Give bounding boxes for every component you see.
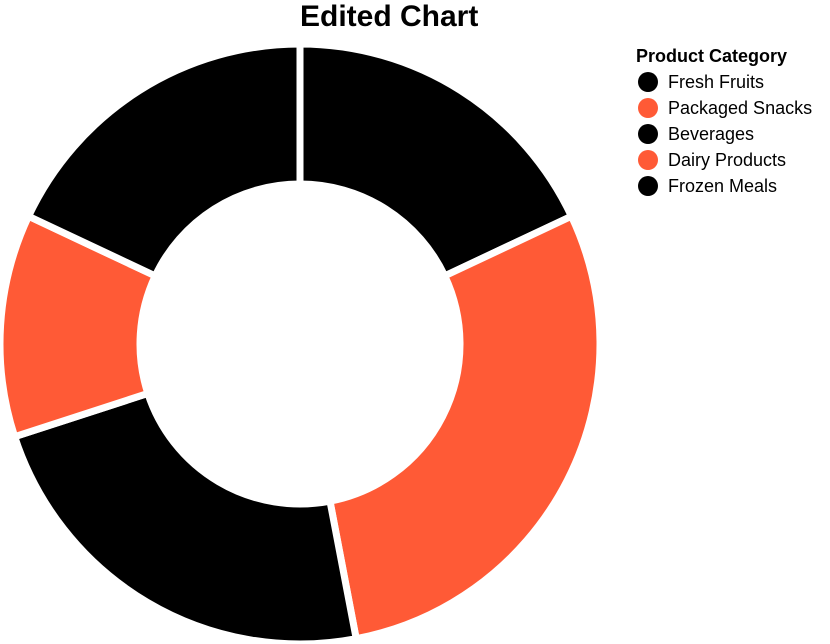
legend-item: Packaged Snacks [636, 95, 830, 121]
legend-swatch [638, 176, 658, 196]
legend-item: Fresh Fruits [636, 69, 830, 95]
slice-frozen-meals [25, 40, 304, 280]
legend-item: Frozen Meals [636, 173, 830, 199]
legend-label: Packaged Snacks [668, 97, 813, 118]
legend-label: Beverages [668, 123, 755, 144]
slice-packaged-snacks [326, 212, 604, 643]
legend-swatch [638, 98, 658, 118]
legend-swatch [638, 150, 658, 170]
legend-label: Fresh Fruits [668, 71, 765, 92]
legend-title: Product Category [636, 46, 788, 66]
legend-item: Dairy Products [636, 147, 830, 173]
donut-chart [0, 40, 604, 644]
legend-label: Dairy Products [668, 149, 787, 170]
legend: Product Category Fresh Fruits Packaged Sn… [636, 43, 830, 199]
slice-beverages [11, 389, 360, 644]
legend-swatch [638, 72, 658, 92]
legend-items: Fresh Fruits Packaged Snacks Beverages Dair… [636, 69, 830, 199]
slice-fresh-fruits [296, 40, 575, 280]
chart-title: Edited Chart [300, 0, 479, 33]
legend-swatch [638, 124, 658, 144]
legend-label: Frozen Meals [668, 175, 778, 196]
legend-item: Beverages [636, 121, 830, 147]
